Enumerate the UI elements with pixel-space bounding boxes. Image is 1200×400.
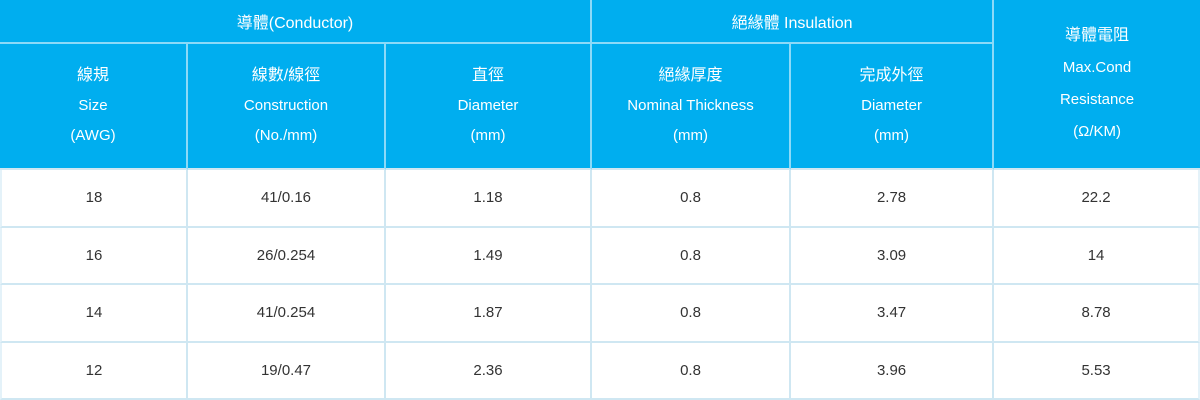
cell-construction: 26/0.254	[188, 227, 386, 285]
cell-insulation-thickness: 0.8	[592, 285, 792, 343]
sub-header-row: 線規 Size (AWG) 線數/線徑 Construction (No./mm…	[0, 44, 1200, 170]
cell-size-awg: 14	[0, 285, 188, 343]
conductor-diameter-header-en: Diameter	[457, 97, 519, 114]
construction-column-header: 線數/線徑 Construction (No./mm)	[188, 44, 386, 170]
cell-construction: 19/0.47	[188, 342, 386, 400]
size-header-unit: (AWG)	[70, 127, 116, 144]
resistance-header-zh: 導體電阻	[1065, 27, 1130, 44]
size-column-header: 線規 Size (AWG)	[0, 44, 188, 170]
table-row: 16 26/0.254 1.49 0.8 3.09 14	[0, 227, 1200, 285]
cell-max-resistance: 14	[994, 227, 1200, 285]
cell-insulation-thickness: 0.8	[592, 342, 792, 400]
conductor-diameter-column-header: 直徑 Diameter (mm)	[386, 44, 593, 170]
cell-size-awg: 16	[0, 227, 188, 285]
table-row: 14 41/0.254 1.87 0.8 3.47 8.78	[0, 285, 1200, 343]
cell-construction: 41/0.16	[188, 170, 386, 228]
size-header-zh: 線規	[76, 67, 109, 84]
conductor-diameter-header-unit: (mm)	[470, 127, 506, 144]
construction-header-en: Construction	[243, 97, 329, 114]
conductor-group-header: 導體(Conductor)	[0, 0, 593, 44]
construction-header-unit: (No./mm)	[254, 127, 318, 144]
cell-insulation-thickness: 0.8	[592, 170, 792, 228]
cell-finished-diameter: 3.09	[791, 227, 995, 285]
finished-diameter-header-zh: 完成外徑	[859, 67, 924, 84]
cell-max-resistance: 8.78	[994, 285, 1200, 343]
construction-header-zh: 線數/線徑	[251, 67, 321, 84]
resistance-column-header: 導體電阻 Max.Cond Resistance (Ω/KM)	[994, 0, 1200, 170]
cell-conductor-diameter: 1.18	[386, 170, 593, 228]
insulation-thickness-header-unit: (mm)	[673, 127, 709, 144]
table-row: 12 19/0.47 2.36 0.8 3.96 5.53	[0, 342, 1200, 400]
cell-finished-diameter: 3.47	[791, 285, 995, 343]
table-header: 導體(Conductor) 絕緣體 Insulation 導體電阻 Max.Co…	[0, 0, 1200, 170]
finished-diameter-header-en: Diameter	[861, 97, 922, 114]
resistance-header-en2: Resistance	[1059, 91, 1135, 108]
insulation-thickness-header-zh: 絕緣厚度	[658, 67, 723, 84]
cell-max-resistance: 5.53	[994, 342, 1200, 400]
cell-size-awg: 18	[0, 170, 188, 228]
cell-finished-diameter: 3.96	[791, 342, 995, 400]
cell-max-resistance: 22.2	[994, 170, 1200, 228]
cell-conductor-diameter: 1.49	[386, 227, 593, 285]
group-header-row: 導體(Conductor) 絕緣體 Insulation 導體電阻 Max.Co…	[0, 0, 1200, 170]
resistance-header-en1: Max.Cond	[1062, 59, 1132, 76]
cell-conductor-diameter: 2.36	[386, 342, 593, 400]
cell-construction: 41/0.254	[188, 285, 386, 343]
conductor-diameter-header-zh: 直徑	[472, 67, 505, 84]
insulation-thickness-header-en: Nominal Thickness	[627, 97, 754, 114]
resistance-header-unit: (Ω/KM)	[1073, 123, 1121, 140]
finished-diameter-header-unit: (mm)	[874, 127, 910, 144]
size-header-en: Size	[78, 97, 108, 114]
cell-finished-diameter: 2.78	[791, 170, 995, 228]
cell-size-awg: 12	[0, 342, 188, 400]
finished-diameter-column-header: 完成外徑 Diameter (mm)	[791, 44, 995, 170]
cell-conductor-diameter: 1.87	[386, 285, 593, 343]
insulation-group-header: 絕緣體 Insulation	[592, 0, 995, 44]
cell-insulation-thickness: 0.8	[592, 227, 792, 285]
table-row: 18 41/0.16 1.18 0.8 2.78 22.2	[0, 170, 1200, 228]
table-body: 18 41/0.16 1.18 0.8 2.78 22.2 16 26/0.25…	[0, 170, 1200, 400]
insulation-thickness-column-header: 絕緣厚度 Nominal Thickness (mm)	[592, 44, 792, 170]
